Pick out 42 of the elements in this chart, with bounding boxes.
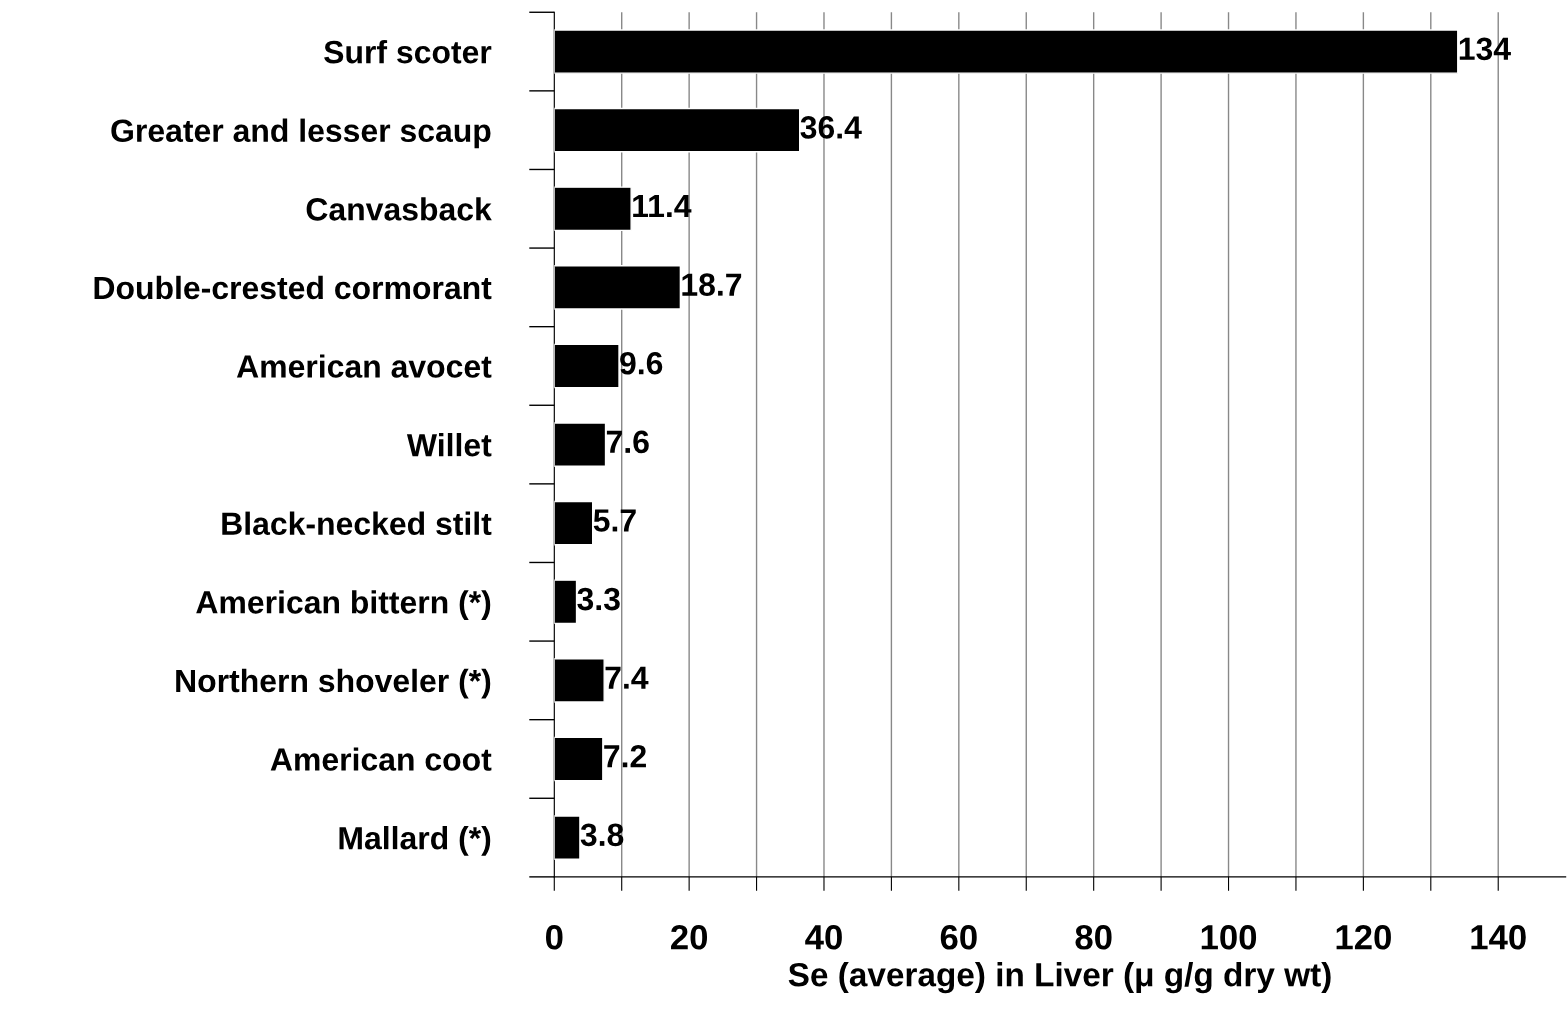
bar [554,29,1459,74]
data-label: 11.4 [633,195,692,218]
data-label: 7.6 [606,430,649,454]
data-label: 7.2 [604,744,646,768]
data-label: 9.6 [620,351,663,375]
bar [554,579,578,625]
data-label: 3.8 [580,823,624,847]
data-label: 36.4 [800,116,862,139]
x-tick-label: 140 [1471,925,1526,950]
y-tick-label: Surf scoter [324,39,492,64]
x-tick-label: 20 [671,925,708,950]
y-tick-label: Willet [406,433,492,457]
data-label: 7.4 [605,666,649,689]
data-label: 134 [1459,37,1511,61]
x-tick-label: 60 [940,925,977,950]
y-tick-label: Northern shoveler (*) [176,668,491,699]
bar [554,343,620,389]
bar [554,422,607,467]
y-tick-label: American coot [270,747,492,771]
bar [554,658,605,703]
y-tick-label: Canvasback [306,197,492,221]
x-axis-title: Se (average) in Liver (μ g/g dry wt) [788,962,1331,994]
data-label: 3.3 [577,587,620,611]
data-label: 18.7 [682,273,742,296]
data-label: 5.7 [593,509,636,532]
bar [554,107,801,153]
y-tick-label: Mallard (*) [339,826,491,856]
bar [554,815,581,860]
y-tick-label: American avocet [236,354,492,378]
bar [554,186,632,232]
x-tick-label: 120 [1336,925,1391,950]
y-tick-label: Greater and lesser scaup [111,118,491,149]
y-tick-label: American bittern (*) [196,590,491,620]
x-tick-label: 40 [805,925,842,950]
bar [554,500,594,546]
bar [554,736,604,782]
x-tick-label: 0 [546,925,563,950]
y-tick-label: Double-crested cormorant [94,275,492,300]
x-tick-label: 100 [1201,925,1257,950]
y-tick-label: Black-necked stilt [222,511,492,536]
bar [554,265,682,310]
x-tick-label: 80 [1075,925,1112,950]
